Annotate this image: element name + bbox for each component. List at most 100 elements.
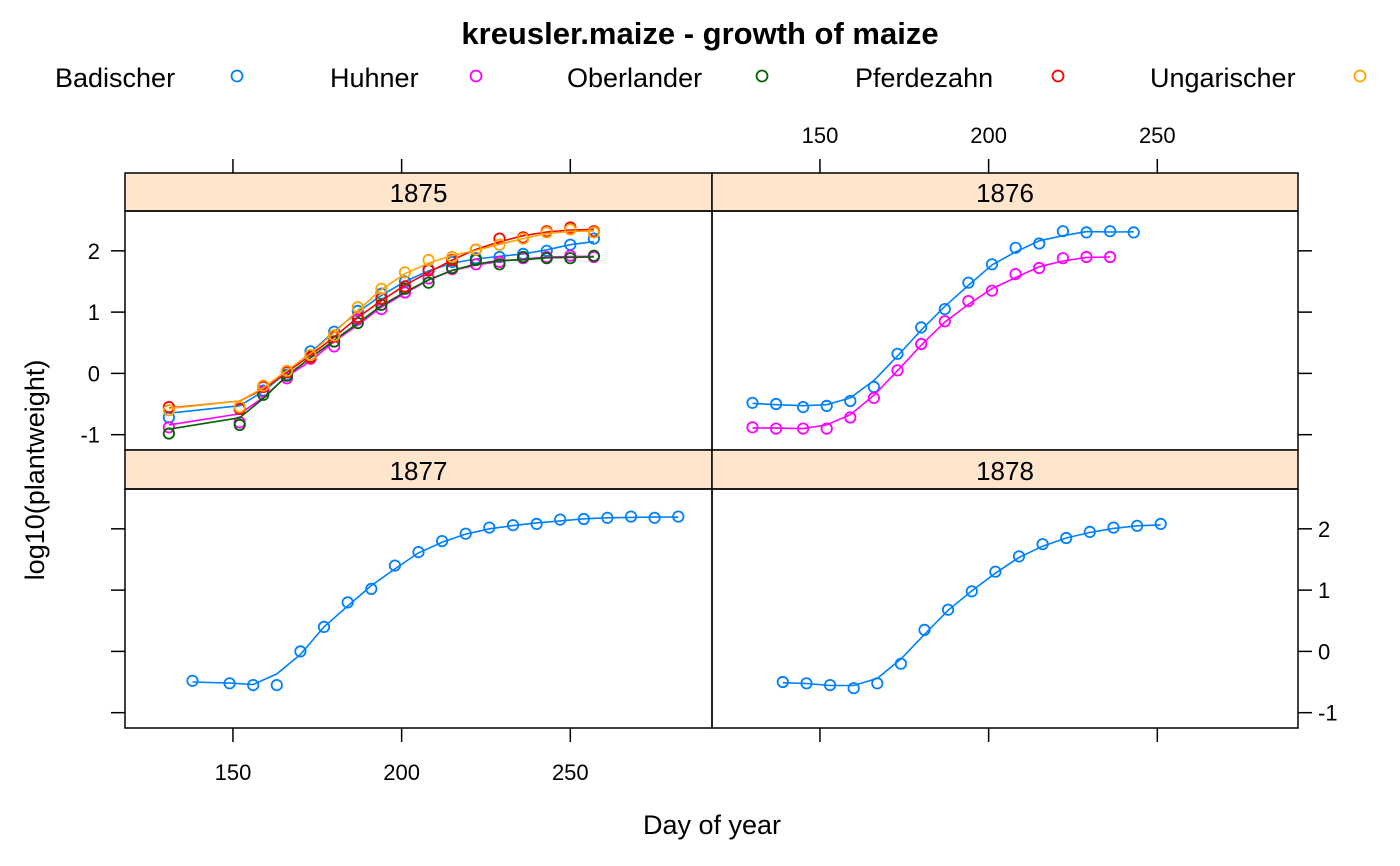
point-1878-badischer bbox=[847, 682, 860, 695]
x-tick-label-bottom-250: 250 bbox=[552, 760, 589, 785]
x-tick-label-top-150: 150 bbox=[802, 123, 839, 148]
x-tick-label-bottom-150: 150 bbox=[215, 760, 252, 785]
point-1877-badischer bbox=[341, 596, 354, 609]
x-tick-label-bottom-200: 200 bbox=[383, 760, 420, 785]
point-1878-badischer bbox=[941, 603, 955, 616]
point-1877-badischer bbox=[247, 678, 260, 692]
point-1875-pferdezahn bbox=[398, 280, 412, 293]
point-1876-huhner bbox=[938, 315, 951, 328]
point-1876-badischer bbox=[1033, 237, 1046, 250]
point-1875-ungarischer bbox=[280, 364, 293, 377]
point-1877-badischer bbox=[186, 674, 199, 687]
point-1877-badischer bbox=[648, 511, 661, 524]
point-1878-badischer bbox=[1107, 521, 1120, 534]
legend-label-pferdezahn: Pferdezahn bbox=[855, 63, 993, 93]
panel-1878: 1878 bbox=[711, 449, 1299, 729]
point-1876-huhner bbox=[1056, 252, 1070, 265]
point-1876-badischer bbox=[1009, 241, 1022, 254]
point-1876-huhner bbox=[820, 422, 833, 435]
point-1875-ungarischer bbox=[162, 404, 175, 417]
point-1875-ungarischer bbox=[375, 282, 388, 295]
point-1876-badischer bbox=[746, 396, 759, 409]
point-1877-badischer bbox=[672, 510, 685, 523]
point-1877-badischer bbox=[601, 511, 614, 524]
point-1876-badischer bbox=[844, 394, 857, 408]
line-1876-badischer bbox=[752, 230, 1134, 407]
panel-1876: 1876 bbox=[711, 172, 1299, 451]
point-1878-badischer bbox=[871, 677, 884, 690]
strip-1876 bbox=[711, 172, 1299, 212]
point-1875-oberlander bbox=[162, 427, 175, 440]
line-1876-huhner bbox=[752, 256, 1111, 430]
point-1876-badischer bbox=[796, 400, 810, 414]
point-1876-badischer bbox=[985, 258, 999, 271]
point-1876-badischer bbox=[915, 321, 928, 334]
point-1875-ungarischer bbox=[493, 238, 506, 251]
point-1877-badischer bbox=[577, 512, 590, 526]
point-1875-badischer bbox=[540, 244, 553, 257]
point-1875-huhner bbox=[398, 286, 412, 299]
point-1877-badischer bbox=[483, 521, 496, 534]
point-1876-badischer bbox=[1104, 225, 1117, 238]
point-1875-ungarischer bbox=[469, 243, 482, 256]
plot-frame-1877 bbox=[124, 488, 713, 729]
legend-label-huhner: Huhner bbox=[330, 63, 419, 93]
point-1876-badischer bbox=[938, 302, 951, 316]
point-1878-badischer bbox=[1131, 519, 1144, 532]
point-1875-ungarischer bbox=[351, 301, 364, 314]
strip-label-1877: 1877 bbox=[390, 456, 448, 486]
x-axis-label: Day of year bbox=[643, 810, 781, 840]
point-1877-badischer bbox=[530, 517, 543, 531]
point-1878-badischer bbox=[823, 678, 837, 692]
point-1875-huhner bbox=[162, 421, 175, 434]
legend-marker-oberlander bbox=[755, 69, 769, 83]
point-1876-huhner bbox=[915, 337, 928, 351]
plot-frame-1875 bbox=[124, 210, 713, 451]
point-1875-ungarischer bbox=[257, 379, 270, 392]
axes: 150 150 200 200 250 250 -1 -1 0 0 1 1 2 2 bbox=[80, 123, 1337, 785]
point-1878-badischer bbox=[1060, 531, 1073, 545]
line-1875-pferdezahn bbox=[168, 228, 594, 409]
point-1876-huhner bbox=[796, 422, 810, 435]
point-1877-badischer bbox=[412, 545, 425, 559]
point-1876-huhner bbox=[1009, 267, 1022, 281]
point-1878-badischer bbox=[776, 675, 789, 689]
x-tick-label-top-200: 200 bbox=[970, 123, 1007, 148]
point-1875-oberlander bbox=[587, 249, 601, 262]
line-1875-ungarischer bbox=[168, 230, 594, 410]
point-1875-ungarischer bbox=[540, 226, 553, 239]
point-1875-huhner bbox=[469, 258, 482, 271]
point-1876-badischer bbox=[820, 399, 833, 412]
panel-1875: 1875 bbox=[124, 172, 713, 451]
y-tick-label-left-0: 0 bbox=[88, 361, 100, 386]
point-1875-badischer bbox=[351, 304, 364, 317]
point-1876-huhner bbox=[746, 421, 759, 434]
legend-marker-pferdezahn bbox=[1051, 69, 1065, 83]
point-1876-huhner bbox=[867, 391, 881, 404]
point-1876-badischer bbox=[1127, 226, 1140, 239]
point-1877-badischer bbox=[388, 559, 401, 572]
point-1876-huhner bbox=[769, 422, 783, 435]
legend-label-oberlander: Oberlander bbox=[567, 63, 702, 93]
legend-label-ungarischer: Ungarischer bbox=[1150, 63, 1296, 93]
legend-marker-badischer bbox=[230, 69, 244, 83]
point-1877-badischer bbox=[624, 510, 638, 523]
point-1875-oberlander bbox=[233, 418, 246, 431]
point-1875-oberlander bbox=[516, 250, 530, 264]
point-1875-ungarischer bbox=[233, 400, 246, 414]
point-1875-ungarischer bbox=[564, 223, 577, 236]
point-1875-ungarischer bbox=[304, 348, 317, 362]
point-1876-huhner bbox=[962, 294, 975, 308]
point-1876-huhner bbox=[891, 364, 904, 377]
point-1878-badischer bbox=[1036, 538, 1049, 551]
line-1878-badischer bbox=[782, 524, 1161, 687]
y-tick-label-left-2: 2 bbox=[88, 239, 100, 264]
line-1877-badischer bbox=[192, 516, 679, 686]
point-1877-badischer bbox=[270, 678, 283, 692]
plot-frame-1876 bbox=[711, 210, 1299, 451]
y-tick-label-right-2: 2 bbox=[1318, 517, 1330, 542]
strip-label-1875: 1875 bbox=[390, 178, 448, 208]
point-1877-badischer bbox=[365, 582, 378, 596]
y-tick-label-right-0: 0 bbox=[1318, 639, 1330, 664]
